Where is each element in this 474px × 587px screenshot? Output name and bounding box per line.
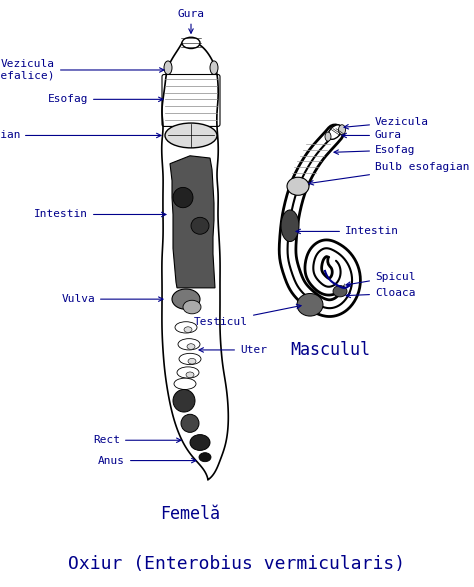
Ellipse shape (165, 123, 217, 148)
Ellipse shape (181, 414, 199, 433)
Text: Vulva: Vulva (61, 294, 163, 304)
Text: Bulb esofagian: Bulb esofagian (0, 130, 161, 140)
Ellipse shape (281, 210, 299, 242)
Text: Esofag: Esofag (47, 95, 163, 104)
Ellipse shape (174, 378, 196, 389)
Text: Gura: Gura (342, 130, 402, 140)
Text: Testicul: Testicul (194, 304, 301, 327)
Text: Spicul: Spicul (346, 272, 416, 286)
Ellipse shape (184, 327, 192, 332)
Ellipse shape (173, 187, 193, 208)
Ellipse shape (175, 322, 197, 333)
Ellipse shape (187, 344, 195, 349)
Ellipse shape (172, 289, 200, 309)
Ellipse shape (186, 372, 194, 377)
Ellipse shape (287, 177, 309, 195)
Text: Uter: Uter (199, 345, 267, 355)
Ellipse shape (183, 301, 201, 314)
Ellipse shape (190, 434, 210, 450)
Text: Anus: Anus (98, 456, 196, 465)
Text: Masculul: Masculul (290, 341, 370, 359)
Text: Vezicula
(Ale cefalice): Vezicula (Ale cefalice) (0, 59, 164, 81)
Polygon shape (162, 42, 228, 480)
Text: Gura: Gura (177, 9, 204, 33)
Text: Vezicula: Vezicula (344, 117, 429, 129)
Text: Cloaca: Cloaca (346, 288, 416, 299)
Text: Femelă: Femelă (160, 505, 220, 522)
Ellipse shape (328, 125, 342, 139)
Ellipse shape (199, 453, 211, 462)
Polygon shape (170, 156, 215, 288)
Ellipse shape (182, 37, 200, 49)
Ellipse shape (178, 339, 200, 350)
Ellipse shape (325, 132, 331, 141)
Ellipse shape (297, 294, 323, 316)
Ellipse shape (333, 286, 347, 297)
Text: Bulb esofagian: Bulb esofagian (309, 162, 470, 185)
Ellipse shape (338, 124, 346, 135)
Ellipse shape (179, 353, 201, 365)
Text: Esofag: Esofag (334, 145, 416, 155)
Text: Oxiur (Enterobius vermicularis): Oxiur (Enterobius vermicularis) (68, 555, 406, 573)
Ellipse shape (188, 359, 196, 364)
Ellipse shape (164, 61, 172, 75)
Text: Rect: Rect (93, 435, 181, 446)
Text: Intestin: Intestin (34, 210, 166, 220)
Ellipse shape (177, 367, 199, 378)
Ellipse shape (210, 61, 218, 75)
Text: Intestin: Intestin (296, 227, 399, 237)
Ellipse shape (191, 217, 209, 234)
Ellipse shape (173, 389, 195, 412)
